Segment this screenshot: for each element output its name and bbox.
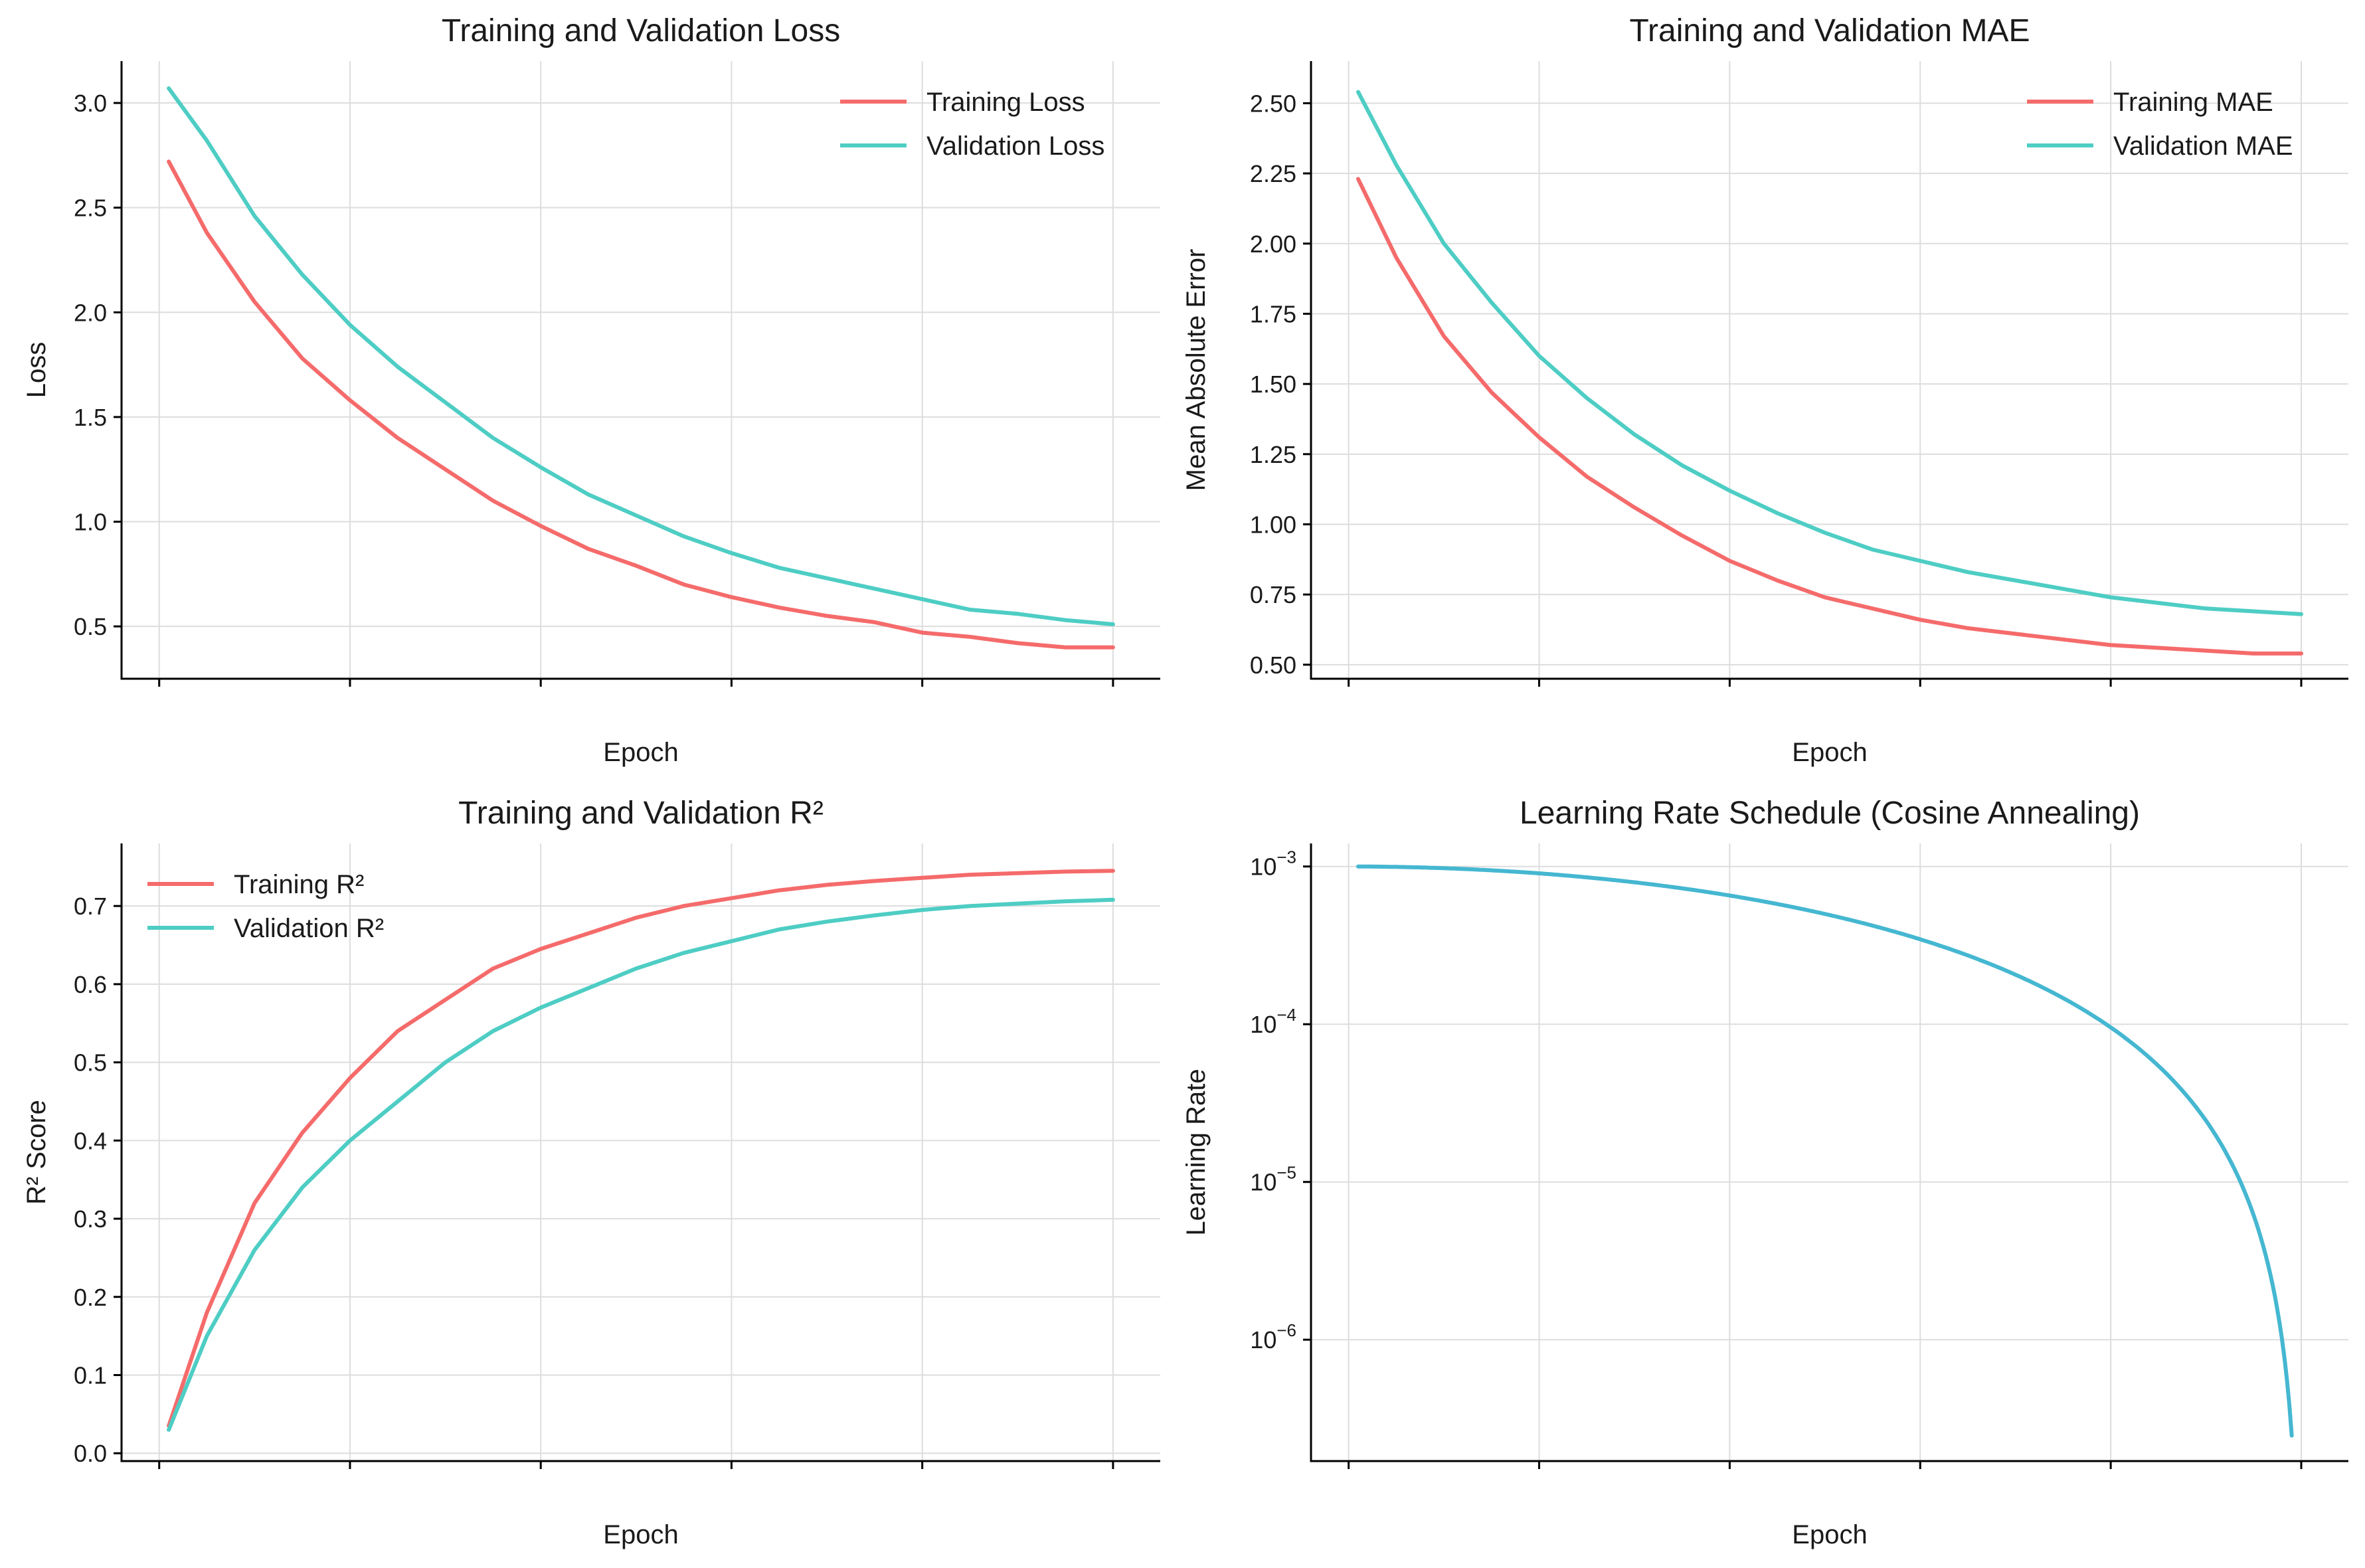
y-tick-label: 2.00	[1250, 230, 1296, 258]
series-line-training	[1356, 177, 2303, 655]
y-tick-label: 0.2	[74, 1284, 107, 1311]
y-tick-label: 10−3	[1250, 847, 1296, 881]
series-line-training	[167, 159, 1115, 650]
y-tick-label: 0.0	[74, 1440, 107, 1467]
series-line-learning-rate	[1356, 864, 2294, 1438]
legend-entry: Validation Loss	[926, 131, 1104, 161]
chart-panel-2: 0.50 0.75 1.00 1.25 1.50 1.75 2.00 2.25 2.50 Trai…	[1182, 13, 2348, 767]
y-tick-label: 2.5	[74, 195, 107, 222]
y-tick-label: 3.0	[74, 90, 107, 117]
chart-title: Training and Validation Loss	[442, 13, 840, 48]
y-tick-label: 1.25	[1250, 441, 1296, 468]
y-tick-label: 0.5	[74, 613, 107, 640]
legend-entry: Training MAE	[2113, 88, 2273, 117]
y-tick-label: 0.5	[74, 1049, 107, 1077]
x-axis-label: Epoch	[1792, 738, 1867, 767]
y-tick-label: 0.75	[1250, 581, 1296, 608]
legend: Training Loss Validation Loss	[840, 88, 1104, 161]
series-line-training	[167, 869, 1115, 1428]
series-line-validation	[167, 897, 1115, 1432]
y-tick-label: 0.4	[74, 1127, 107, 1154]
legend-entry: Training Loss	[926, 88, 1085, 117]
x-axis-label: Epoch	[1792, 1520, 1867, 1549]
y-axis-label: Mean Absolute Error	[1182, 249, 1211, 491]
y-tick-label: 2.0	[74, 299, 107, 326]
chart-panel-4: 10−6 10−5 10−4 10−3 Learning Rate Schedule (…	[1182, 796, 2348, 1549]
y-tick-label: 0.1	[74, 1362, 107, 1389]
legend-entry: Validation R²	[234, 914, 384, 943]
chart-panel-1: 0.5 1.0 1.5 2.0 2.5 3.0 Training and Validatio…	[22, 13, 1160, 767]
series-line-validation	[1356, 90, 2303, 616]
y-tick-label: 10−6	[1250, 1320, 1296, 1353]
legend-entry: Training R²	[234, 870, 364, 899]
legend-entry: Validation MAE	[2113, 131, 2293, 161]
y-tick-label: 1.00	[1250, 511, 1296, 539]
y-tick-label: 2.50	[1250, 90, 1296, 117]
y-tick-label: 1.50	[1250, 371, 1296, 398]
legend: Training R² Validation R²	[147, 870, 384, 943]
chart-title: Learning Rate Schedule (Cosine Annealing…	[1520, 796, 2140, 831]
chart-panel-3: 0.0 0.1 0.2 0.3 0.4 0.5 0.6 0.7 Training and Val…	[22, 796, 1160, 1549]
y-tick-label: 0.6	[74, 971, 107, 998]
y-tick-label: 0.3	[74, 1205, 107, 1233]
y-tick-label: 10−5	[1250, 1163, 1296, 1196]
y-tick-label: 1.5	[74, 404, 107, 431]
y-axis-label: Loss	[22, 342, 51, 398]
y-tick-label: 0.50	[1250, 652, 1296, 679]
x-axis-label: Epoch	[603, 738, 678, 767]
y-tick-label: 0.7	[74, 893, 107, 920]
y-tick-label: 2.25	[1250, 160, 1296, 187]
y-tick-label: 10−4	[1250, 1005, 1296, 1038]
chart-title: Training and Validation R²	[458, 796, 824, 831]
y-tick-label: 1.75	[1250, 300, 1296, 327]
y-axis-label: R² Score	[22, 1100, 51, 1205]
y-axis-label: Learning Rate	[1182, 1069, 1211, 1235]
chart-title: Training and Validation MAE	[1630, 13, 2030, 48]
legend: Training MAE Validation MAE	[2027, 88, 2293, 161]
y-tick-label: 1.0	[74, 509, 107, 536]
series-line-validation	[167, 86, 1115, 626]
x-axis-label: Epoch	[603, 1520, 678, 1549]
